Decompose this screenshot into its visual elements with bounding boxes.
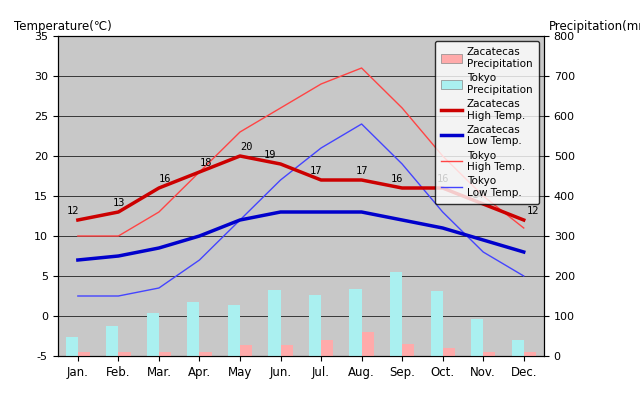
Bar (483, 352, 495, 356)
Text: 13: 13 (113, 198, 125, 208)
Bar (390, 272, 402, 356)
Bar (240, 345, 252, 356)
Text: 17: 17 (310, 166, 323, 176)
Text: 16: 16 (159, 174, 172, 184)
Bar (147, 313, 159, 356)
Text: 18: 18 (200, 158, 212, 168)
Bar (511, 340, 524, 356)
Bar (431, 291, 443, 356)
Legend: Zacatecas
Precipitation, Tokyo
Precipitation, Zacatecas
High Temp., Zacatecas
Lo: Zacatecas Precipitation, Tokyo Precipita… (435, 41, 539, 204)
Text: 12: 12 (67, 206, 79, 216)
Text: Precipitation(mm): Precipitation(mm) (549, 20, 640, 33)
Text: 20: 20 (240, 142, 253, 152)
Bar (349, 289, 362, 356)
Text: 17: 17 (356, 166, 369, 176)
Bar (280, 345, 292, 356)
Bar (228, 305, 240, 356)
Bar (159, 352, 171, 356)
Bar (78, 352, 90, 356)
Bar (402, 344, 414, 356)
Bar (443, 348, 455, 356)
Text: 14: 14 (472, 190, 484, 200)
Text: 16: 16 (437, 174, 450, 184)
Bar (200, 352, 212, 356)
Bar (66, 337, 78, 356)
Bar (268, 290, 280, 356)
Bar (118, 352, 131, 356)
Bar (321, 340, 333, 356)
Text: 12: 12 (527, 206, 539, 216)
Bar (471, 319, 483, 356)
Text: 16: 16 (391, 174, 404, 184)
Bar (309, 295, 321, 356)
Bar (362, 332, 374, 356)
Bar (188, 302, 200, 356)
Bar (524, 352, 536, 356)
Bar (106, 326, 118, 356)
Text: Temperature(℃): Temperature(℃) (14, 20, 111, 33)
Text: 19: 19 (264, 150, 276, 160)
